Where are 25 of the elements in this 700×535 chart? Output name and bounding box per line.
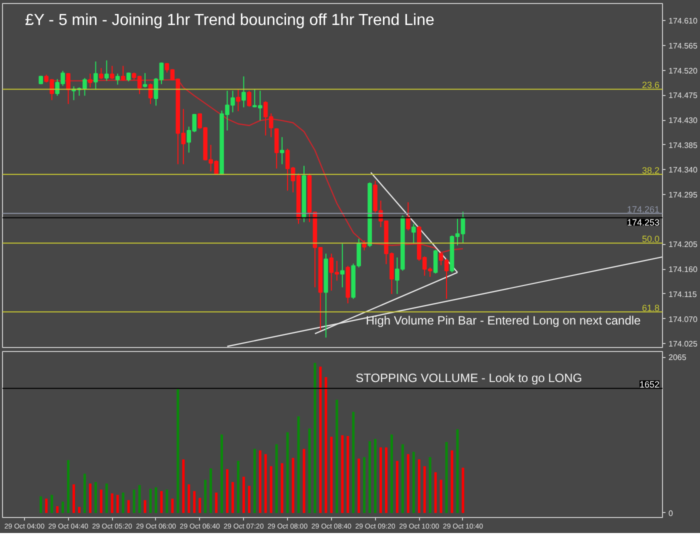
y-tick-label: 174.565 bbox=[668, 41, 698, 50]
ref-line-label: 23.6 bbox=[642, 80, 660, 90]
ref-line-label: 174.261 bbox=[626, 204, 660, 214]
y-tick-label: 174.385 bbox=[668, 140, 698, 150]
y-tick-label: 174.610 bbox=[668, 16, 698, 26]
y-tick-label: 174.295 bbox=[668, 190, 698, 200]
y-tick-label: 174.205 bbox=[668, 240, 698, 250]
ref-line-label: 1652 bbox=[639, 379, 660, 390]
ref-line-label: 174.253 bbox=[626, 218, 660, 228]
ref-line-label: 61.8 bbox=[642, 302, 660, 313]
y-tick-label: 174.070 bbox=[668, 314, 698, 324]
annotation: High Volume Pin Bar - Entered Long on next candle bbox=[366, 314, 642, 328]
y-tick-label: 2065 bbox=[668, 353, 687, 362]
annotation: STOPPING VOLLUME - Look to go LONG bbox=[356, 371, 582, 386]
y-tick-label: 174.475 bbox=[668, 91, 698, 100]
y-tick-label: 174.430 bbox=[668, 116, 698, 126]
y-tick-label: 174.160 bbox=[668, 265, 698, 274]
text: £Y - 5 min - Joining 1hr Trend bouncing off 1hr Trend Line bbox=[24, 12, 434, 30]
y-tick-label: 174.520 bbox=[668, 66, 698, 76]
y-tick-label: 0 bbox=[668, 508, 674, 518]
y-tick-label: 174.025 bbox=[668, 340, 698, 349]
ref-line-label: 50.0 bbox=[642, 234, 660, 244]
y-tick-label: 174.115 bbox=[668, 290, 698, 299]
ref-line-label: 38.2 bbox=[642, 165, 660, 176]
y-tick-label: 174.340 bbox=[668, 166, 698, 175]
